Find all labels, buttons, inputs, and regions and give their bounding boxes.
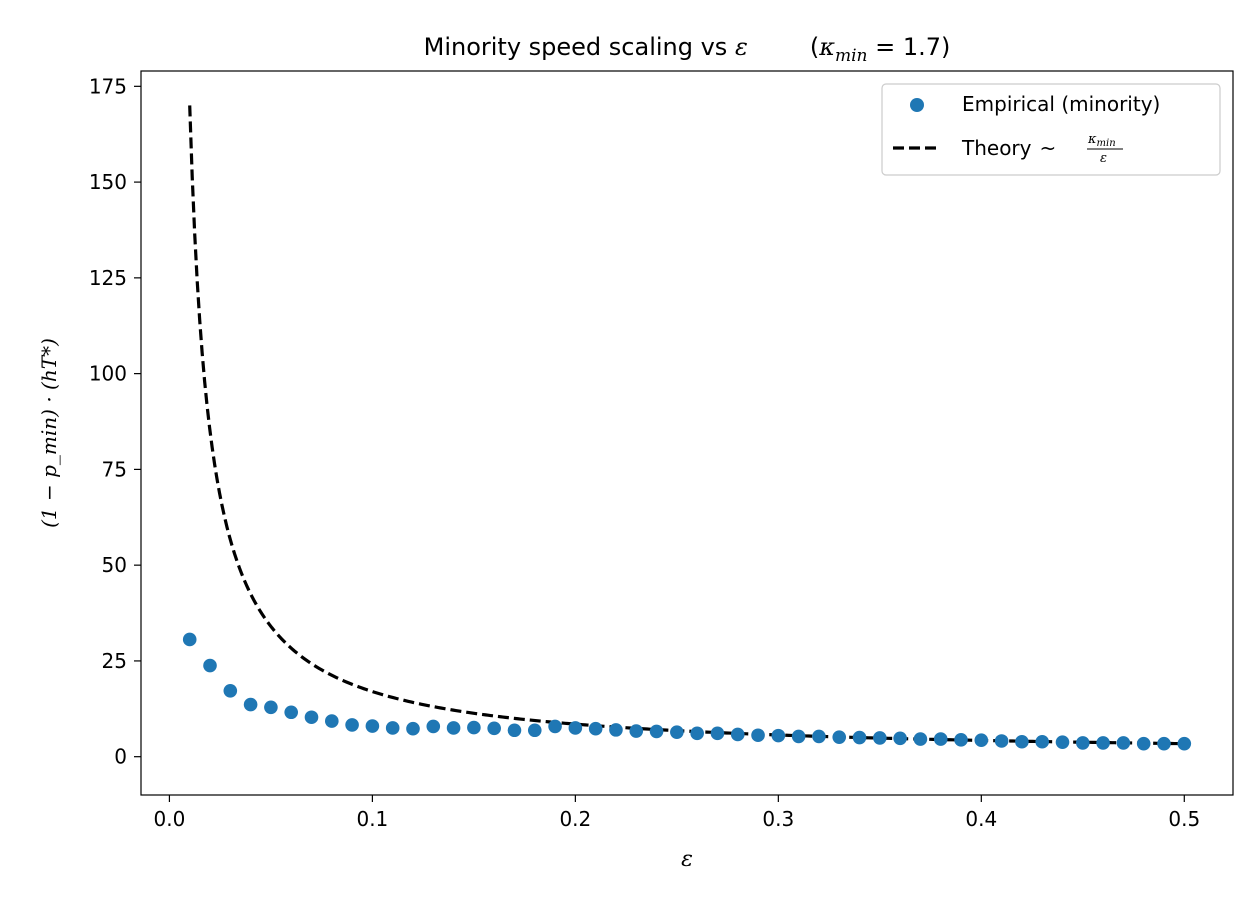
chart-title-paren: ( xyxy=(810,33,819,61)
empirical-point xyxy=(325,714,339,728)
legend-box xyxy=(881,83,1221,176)
empirical-point xyxy=(812,729,826,744)
empirical-point xyxy=(1177,736,1192,751)
empirical-point xyxy=(548,719,562,734)
empirical-point xyxy=(933,732,948,746)
y-tick-label: 175 xyxy=(89,74,127,98)
empirical-point xyxy=(568,721,583,735)
empirical-point xyxy=(243,697,258,712)
y-tick-label: 75 xyxy=(102,457,127,481)
empirical-point xyxy=(467,720,481,735)
x-tick-label: 0.1 xyxy=(356,807,388,831)
empirical-point xyxy=(406,721,420,736)
empirical-point xyxy=(1157,736,1171,751)
y-axis-ticks: 0 25 50 75 100 125 150 175 xyxy=(89,74,141,769)
empirical-point xyxy=(1116,736,1131,750)
empirical-point xyxy=(771,728,786,743)
legend-marker-empirical xyxy=(910,98,924,112)
chart-title-main: Minority speed scaling vs xyxy=(424,33,735,61)
empirical-point xyxy=(730,727,745,742)
chart-title: Minority speed scaling vs ε (κmin = 1.7) xyxy=(424,33,951,66)
legend-theory-tilde: ~ xyxy=(1040,136,1057,160)
empirical-point xyxy=(1096,736,1110,750)
empirical-point xyxy=(203,658,217,673)
legend-theory-name: Theory xyxy=(961,136,1032,160)
x-tick-label: 0.2 xyxy=(559,807,591,831)
empirical-point xyxy=(223,684,238,698)
empirical-point xyxy=(507,723,522,738)
empirical-point xyxy=(913,732,928,746)
y-axis-label: (1 − p_min) · (hT*) xyxy=(37,338,61,528)
chart-title-kappa: κ xyxy=(818,33,835,61)
empirical-point xyxy=(629,724,644,738)
empirical-point xyxy=(385,721,400,735)
empirical-point xyxy=(873,731,887,745)
empirical-point xyxy=(304,710,319,725)
empirical-point xyxy=(1035,734,1049,749)
y-tick-label: 25 xyxy=(102,649,127,673)
legend-label-empirical: Empirical (minority) xyxy=(962,92,1160,116)
empirical-point xyxy=(1076,736,1090,750)
chart-title-eps: ε xyxy=(735,33,748,61)
empirical-point xyxy=(365,719,380,733)
legend-frac-numerator: κmin xyxy=(1087,132,1116,149)
empirical-points xyxy=(182,632,1192,751)
empirical-point xyxy=(1055,735,1070,749)
legend-label-theory: Theory ~ xyxy=(961,136,1056,160)
axes-frame xyxy=(140,70,1234,796)
legend: Empirical (minority) Theory ~ κmin ε xyxy=(881,83,1221,176)
empirical-point xyxy=(527,723,542,738)
x-tick-label: 0.4 xyxy=(965,807,997,831)
empirical-point xyxy=(974,733,989,748)
empirical-point xyxy=(832,730,847,744)
empirical-point xyxy=(670,725,684,739)
x-axis-ticks: 0.0 0.1 0.2 0.3 0.4 0.5 xyxy=(154,795,1200,831)
legend-frac-denominator: ε xyxy=(1100,151,1107,166)
empirical-point xyxy=(182,632,197,647)
empirical-point xyxy=(284,705,299,720)
empirical-point xyxy=(791,729,806,744)
empirical-point xyxy=(345,718,359,732)
empirical-point xyxy=(649,724,664,739)
empirical-point xyxy=(609,723,623,737)
x-tick-label: 0.3 xyxy=(762,807,794,831)
empirical-point xyxy=(426,719,441,734)
empirical-point xyxy=(893,731,907,746)
y-tick-label: 150 xyxy=(89,170,127,194)
chart-title-kappa-sub: min xyxy=(835,46,868,66)
empirical-point xyxy=(1015,734,1029,749)
empirical-point xyxy=(1136,736,1151,751)
empirical-point xyxy=(446,721,461,735)
empirical-point xyxy=(994,734,1009,748)
x-tick-label: 0.0 xyxy=(154,807,186,831)
plot-area xyxy=(182,105,1192,751)
empirical-point xyxy=(710,726,725,741)
empirical-point xyxy=(751,728,765,743)
x-axis-label: ε xyxy=(681,847,693,872)
y-tick-label: 50 xyxy=(102,553,127,577)
chart-title-kappa-value: = 1.7) xyxy=(867,33,950,61)
x-tick-label: 0.5 xyxy=(1168,807,1200,831)
empirical-point xyxy=(954,733,968,747)
empirical-point xyxy=(264,700,278,715)
empirical-point xyxy=(690,726,704,741)
empirical-point xyxy=(852,730,867,745)
empirical-point xyxy=(487,721,501,736)
y-tick-label: 125 xyxy=(89,266,127,290)
y-tick-label: 100 xyxy=(89,362,127,386)
empirical-point xyxy=(588,721,603,736)
y-tick-label: 0 xyxy=(114,745,127,769)
